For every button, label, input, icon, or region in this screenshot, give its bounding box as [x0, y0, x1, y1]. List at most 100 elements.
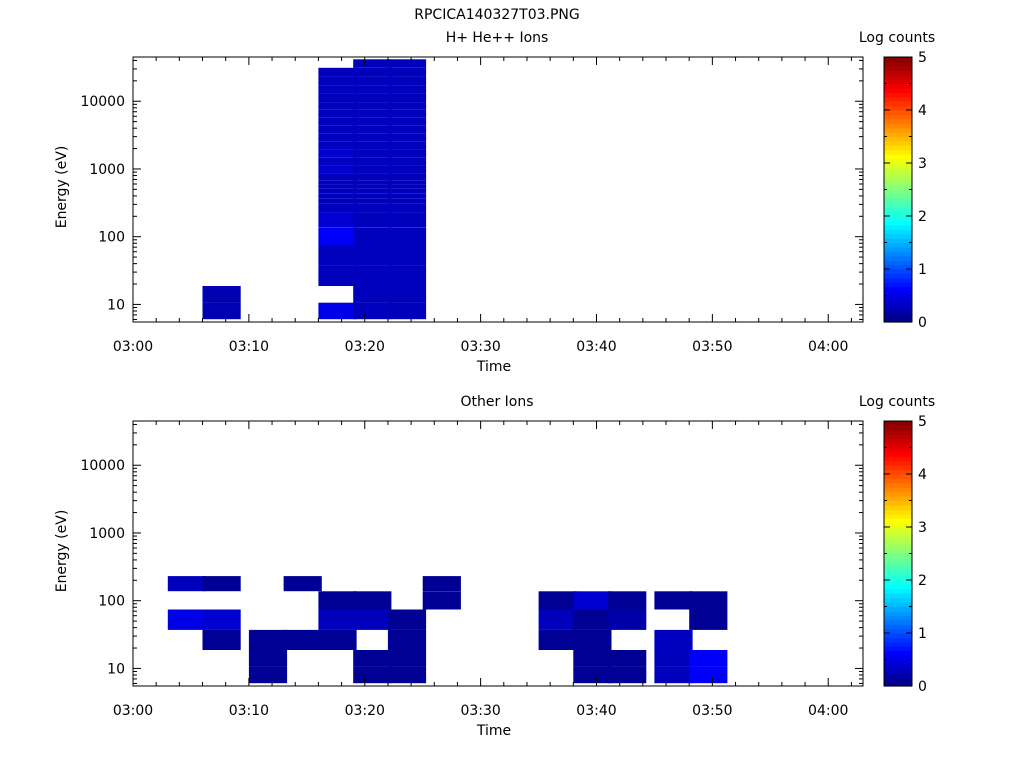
- heatmap-cell: [387, 173, 427, 181]
- heatmap-cell: [422, 576, 461, 592]
- heatmap-cell: [318, 265, 357, 286]
- colorbar-segment: [884, 145, 912, 151]
- heatmap-cell: [318, 102, 357, 110]
- colorbar-segment: [884, 491, 912, 497]
- heatmap-cell: [387, 212, 427, 228]
- colorbar-segment: [884, 136, 912, 142]
- x-tick-label: 03:20: [345, 339, 385, 355]
- colorbar-segment: [884, 92, 912, 98]
- heatmap-cell: [387, 67, 427, 77]
- panel-other-ions: Other Ions Log counts Time Energy (eV) 0…: [54, 394, 935, 739]
- colorbar-segment: [884, 255, 912, 261]
- heatmap-cell: [318, 629, 357, 650]
- x-tick-label: 03:50: [692, 339, 732, 355]
- heatmap-cell: [318, 149, 357, 158]
- colorbar-segment: [884, 295, 912, 301]
- y-tick-label: 100: [98, 594, 125, 610]
- x-tick-label: 03:30: [460, 339, 500, 355]
- colorbar-tick-label: 2: [918, 573, 927, 589]
- colorbar-tick-label: 5: [918, 50, 927, 66]
- heatmap-cell: [318, 93, 357, 103]
- colorbar-segment: [884, 575, 912, 581]
- colorbar-segment: [884, 535, 912, 541]
- colorbar-segment: [884, 522, 912, 528]
- colorbar-segment: [884, 101, 912, 107]
- heatmap-cell: [387, 133, 427, 142]
- heatmap-cell: [318, 109, 357, 118]
- heatmap-cell: [318, 302, 357, 320]
- heatmap-cell: [318, 141, 357, 150]
- heatmap-cell: [387, 141, 427, 150]
- colorbar-segment: [884, 154, 912, 160]
- colorbar: 0 1 2 3 4 5: [883, 414, 927, 695]
- colorbar-segment: [884, 434, 912, 440]
- heatmap-cell: [353, 198, 392, 204]
- heatmap-cell: [353, 102, 392, 110]
- colorbar-segment: [884, 140, 912, 146]
- heatmap-cell: [608, 650, 647, 667]
- colorbar-segment: [884, 518, 912, 524]
- colorbar-segment: [884, 202, 912, 208]
- heatmap-cell: [387, 629, 427, 650]
- colorbar-segment: [884, 273, 912, 279]
- colorbar-segment: [884, 87, 912, 93]
- heatmap-cell: [387, 666, 427, 684]
- colorbar-segment: [884, 286, 912, 292]
- colorbar-segment: [884, 167, 912, 173]
- heatmap-cell: [387, 245, 427, 266]
- colorbar-segment: [884, 132, 912, 138]
- heatmap-cell: [318, 227, 357, 246]
- y-tick-label: 100: [98, 230, 125, 246]
- colorbar-segment: [884, 229, 912, 235]
- colorbar-segment: [884, 624, 912, 630]
- colorbar-segment: [884, 540, 912, 546]
- colorbar-segment: [884, 593, 912, 599]
- colorbar-segment: [884, 668, 912, 674]
- colorbar-segment: [884, 282, 912, 288]
- heatmap-cell: [387, 180, 427, 185]
- colorbar-segment: [884, 114, 912, 120]
- colorbar-segment: [884, 118, 912, 124]
- colorbar-segment: [884, 65, 912, 71]
- heatmap-cell: [387, 157, 427, 166]
- colorbar-segment: [884, 79, 912, 85]
- heatmap-cell: [318, 184, 357, 189]
- heatmap-cell: [353, 302, 392, 320]
- x-axis-label: Time: [476, 359, 511, 375]
- heatmap-cell: [387, 184, 427, 189]
- colorbar-segment: [884, 216, 912, 222]
- colorbar-segment: [884, 633, 912, 639]
- heatmap-cell: [318, 125, 357, 134]
- colorbar-segment: [884, 509, 912, 515]
- x-tick-label: 03:40: [576, 339, 616, 355]
- heatmap-cell: [387, 188, 427, 194]
- heatmap-cell: [167, 576, 206, 592]
- colorbar-segment: [884, 313, 912, 319]
- colorbar-segment: [884, 176, 912, 182]
- colorbar-segment: [884, 465, 912, 471]
- heatmap-cell: [318, 67, 357, 77]
- axes: 03:00 03:10 03:20 03:30 03:40 03:50 04:00 10 100…: [80, 420, 864, 719]
- colorbar-segment: [884, 308, 912, 314]
- heatmap-cell: [573, 666, 612, 684]
- heatmap-cell: [318, 245, 357, 266]
- heatmap-cell: [387, 650, 427, 667]
- x-tick-label: 03:00: [113, 703, 153, 719]
- colorbar-segment: [884, 597, 912, 603]
- heatmap-cell: [318, 157, 357, 166]
- heatmap-cell: [573, 629, 612, 650]
- heatmap-cell: [538, 629, 577, 650]
- heatmap-cell: [202, 302, 241, 320]
- heatmap-cell: [387, 302, 427, 320]
- colorbar-segment: [884, 677, 912, 683]
- y-tick-label: 1000: [89, 162, 125, 178]
- axes: 03:00 03:10 03:20 03:30 03:40 03:50 04:00 10 100…: [80, 56, 864, 355]
- colorbar-segment: [884, 110, 912, 116]
- heatmap-cell: [248, 650, 288, 667]
- colorbar-segment: [884, 580, 912, 586]
- heatmap-cell: [387, 93, 427, 103]
- plot-frame: [132, 420, 864, 687]
- colorbar-segment: [884, 61, 912, 67]
- heatmap-cell: [353, 245, 392, 266]
- heatmap-cell: [353, 609, 392, 630]
